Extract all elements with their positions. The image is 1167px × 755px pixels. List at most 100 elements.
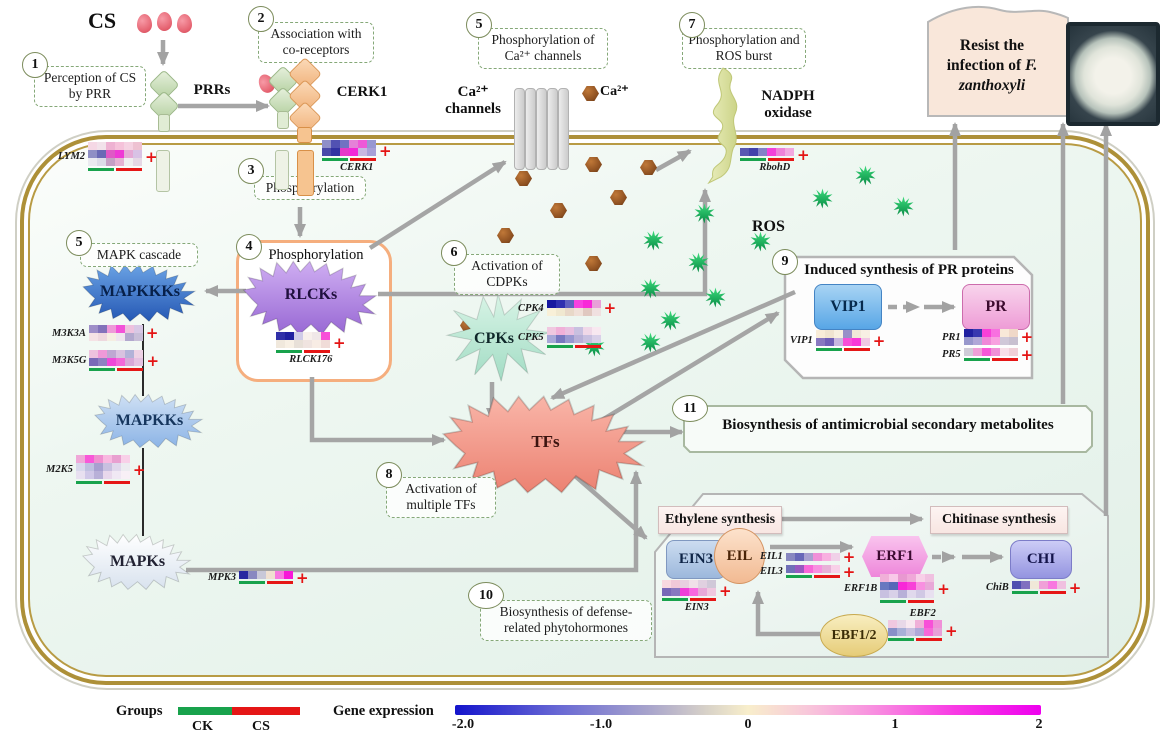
ros-icon <box>643 230 664 251</box>
gene-ebf2: EBF2 + <box>888 608 958 641</box>
gene-label: PR5 <box>942 349 961 360</box>
nadph-oxidase-shape <box>707 67 738 184</box>
gene-label: M3K3A <box>52 327 86 339</box>
heatmap <box>239 571 294 584</box>
gene-m2k5: M2K5 + <box>46 455 145 484</box>
significance-marker: + <box>937 579 950 598</box>
calcium-ion-icon <box>610 190 627 205</box>
gene-label: PR1 <box>942 331 961 343</box>
prr-intracellular-shape <box>156 150 170 192</box>
flag-line2b: F. <box>1025 57 1038 75</box>
step-5a-number: 5 <box>66 230 92 256</box>
gene-label: RLCK176 <box>289 354 333 365</box>
ethylene-synthesis-node: Ethylene synthesis <box>658 506 782 534</box>
significance-marker: + <box>842 562 856 581</box>
gene-label: ChiB <box>986 582 1009 593</box>
gene-label: M2K5 <box>46 464 73 475</box>
step-5b-number: 5 <box>466 12 492 38</box>
significance-marker: + <box>333 333 346 352</box>
heatmap <box>88 142 143 171</box>
mapks-label: MAPKs <box>109 553 166 570</box>
gene-eil1: EIL1 + <box>760 549 855 564</box>
cs-title: CS <box>88 8 117 33</box>
eil-node: EIL <box>714 528 765 584</box>
vip1-node: VIP1 <box>814 284 882 330</box>
heatmap <box>276 332 330 353</box>
significance-marker: + <box>146 351 160 370</box>
flag-line1: Resist the <box>959 37 1025 54</box>
heatmap <box>888 620 942 641</box>
ca-channel-shape <box>514 88 525 170</box>
erf1-node: ERF1 <box>862 536 928 577</box>
flag-line3: zanthoxyli <box>958 77 1026 95</box>
gene-chib: ChiB + <box>986 578 1082 597</box>
significance-marker: + <box>296 568 309 587</box>
ck-color-swatch <box>178 707 232 715</box>
ros-icon <box>694 203 715 224</box>
step-11-number: 11 <box>672 395 708 422</box>
gene-eil3: EIL3 + <box>760 562 856 581</box>
ca-channel-shape <box>547 88 558 170</box>
gene-label: LYM2 <box>58 151 86 162</box>
chitinase-synthesis-node: Chitinase synthesis <box>930 506 1068 534</box>
gene-ein3: + EIN3 <box>662 580 732 613</box>
calcium-ion-icon <box>515 171 532 186</box>
significance-marker: + <box>145 147 158 166</box>
pr-panel-title: Induced synthesis of PR proteins <box>804 262 1014 278</box>
calcium-ion-icon <box>585 256 602 271</box>
gene-label: CPK4 <box>518 302 544 314</box>
heatmap <box>89 350 144 371</box>
ca-ion-label: Ca²⁺ <box>600 84 629 99</box>
expression-legend-label: Gene expression <box>333 703 434 719</box>
gene-label: EIL1 <box>760 551 783 562</box>
rlcks-label: RLCKs <box>284 286 338 303</box>
gene-m3k5g: M3K5G + <box>52 350 159 371</box>
step-10-label: Biosynthesis of defense-related phytohor… <box>480 600 652 641</box>
colorbar-tick: -1.0 <box>589 717 613 732</box>
ck-label: CK <box>192 719 213 734</box>
ebf12-node: EBF1/2 <box>820 614 888 657</box>
gene-pr1: PR1 + <box>942 329 1033 345</box>
ros-icon <box>688 252 709 273</box>
step-5a-label: MAPK cascade <box>80 243 198 268</box>
ros-icon <box>893 196 914 217</box>
heatmap <box>740 148 794 161</box>
gene-label: VIP1 <box>790 335 813 346</box>
heatmap <box>880 574 935 603</box>
heatmap <box>88 325 143 341</box>
colorbar-tick: -2.0 <box>451 717 475 732</box>
significance-marker: + <box>719 581 732 600</box>
gene-pr5: PR5 + <box>942 345 1034 364</box>
step-7-number: 7 <box>679 12 705 38</box>
cerk1-kinase-shape <box>297 127 312 143</box>
gene-label: MPK3 <box>208 572 237 583</box>
panel-metabolites <box>683 405 1093 453</box>
fungal-colony-photo <box>1066 22 1160 126</box>
gene-label: CPK5 <box>518 332 544 343</box>
flag-banner <box>927 5 1069 117</box>
signal-arrows <box>157 40 1112 637</box>
ros-icon <box>640 278 661 299</box>
heatmap <box>546 300 601 316</box>
significance-marker: + <box>1020 345 1034 364</box>
heatmap <box>963 329 1018 345</box>
chi-node: CHI <box>1010 540 1072 579</box>
mapkkks-label: MAPKKKs <box>100 283 180 300</box>
cerk1-intracellular-shape <box>275 150 289 190</box>
cs-label: CS <box>252 719 270 734</box>
step-5b-label: Phosphorylation of Ca²⁺ channels <box>478 28 608 69</box>
ca-channels-label: Ca²⁺ channels <box>445 84 501 118</box>
gene-m3k3a: M3K3A + <box>52 325 158 341</box>
expression-colorbar <box>455 705 1041 715</box>
significance-marker: + <box>1068 578 1082 597</box>
gene-label: CERK1 <box>340 162 374 173</box>
significance-marker: + <box>145 324 159 342</box>
step-2-label: Association with co-receptors <box>258 22 374 63</box>
step-7-label: Phosphorylation and ROS burst <box>682 28 806 69</box>
prrs-label: PRRs <box>193 82 231 98</box>
cerk1-stem-shape <box>277 111 289 129</box>
significance-marker: + <box>603 299 617 317</box>
gene-lym2: LYM2 + <box>58 142 158 171</box>
cs-molecule-icon <box>157 12 172 31</box>
colorbar-tick: 2 <box>1035 717 1043 732</box>
